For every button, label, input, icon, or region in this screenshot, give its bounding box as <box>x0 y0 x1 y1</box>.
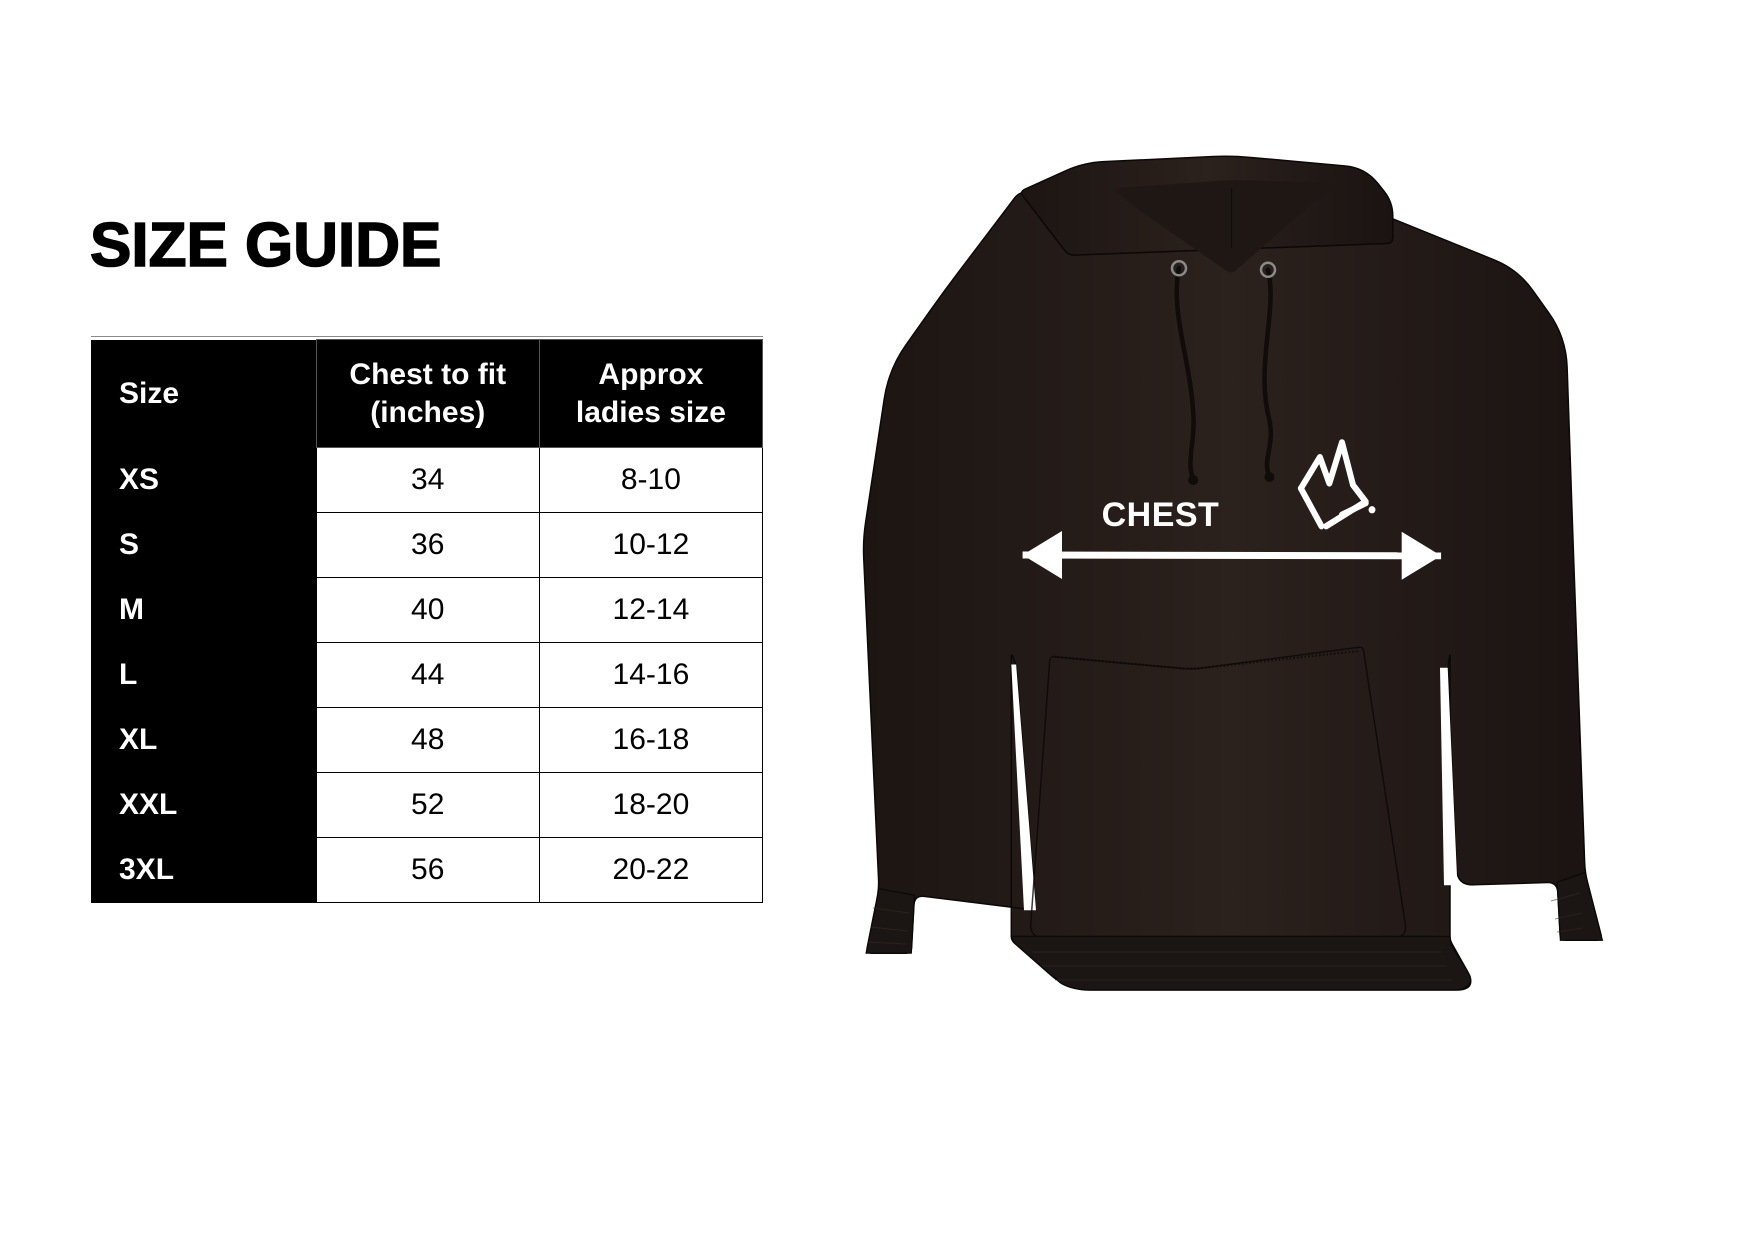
svg-text:CHEST: CHEST <box>1102 496 1220 534</box>
